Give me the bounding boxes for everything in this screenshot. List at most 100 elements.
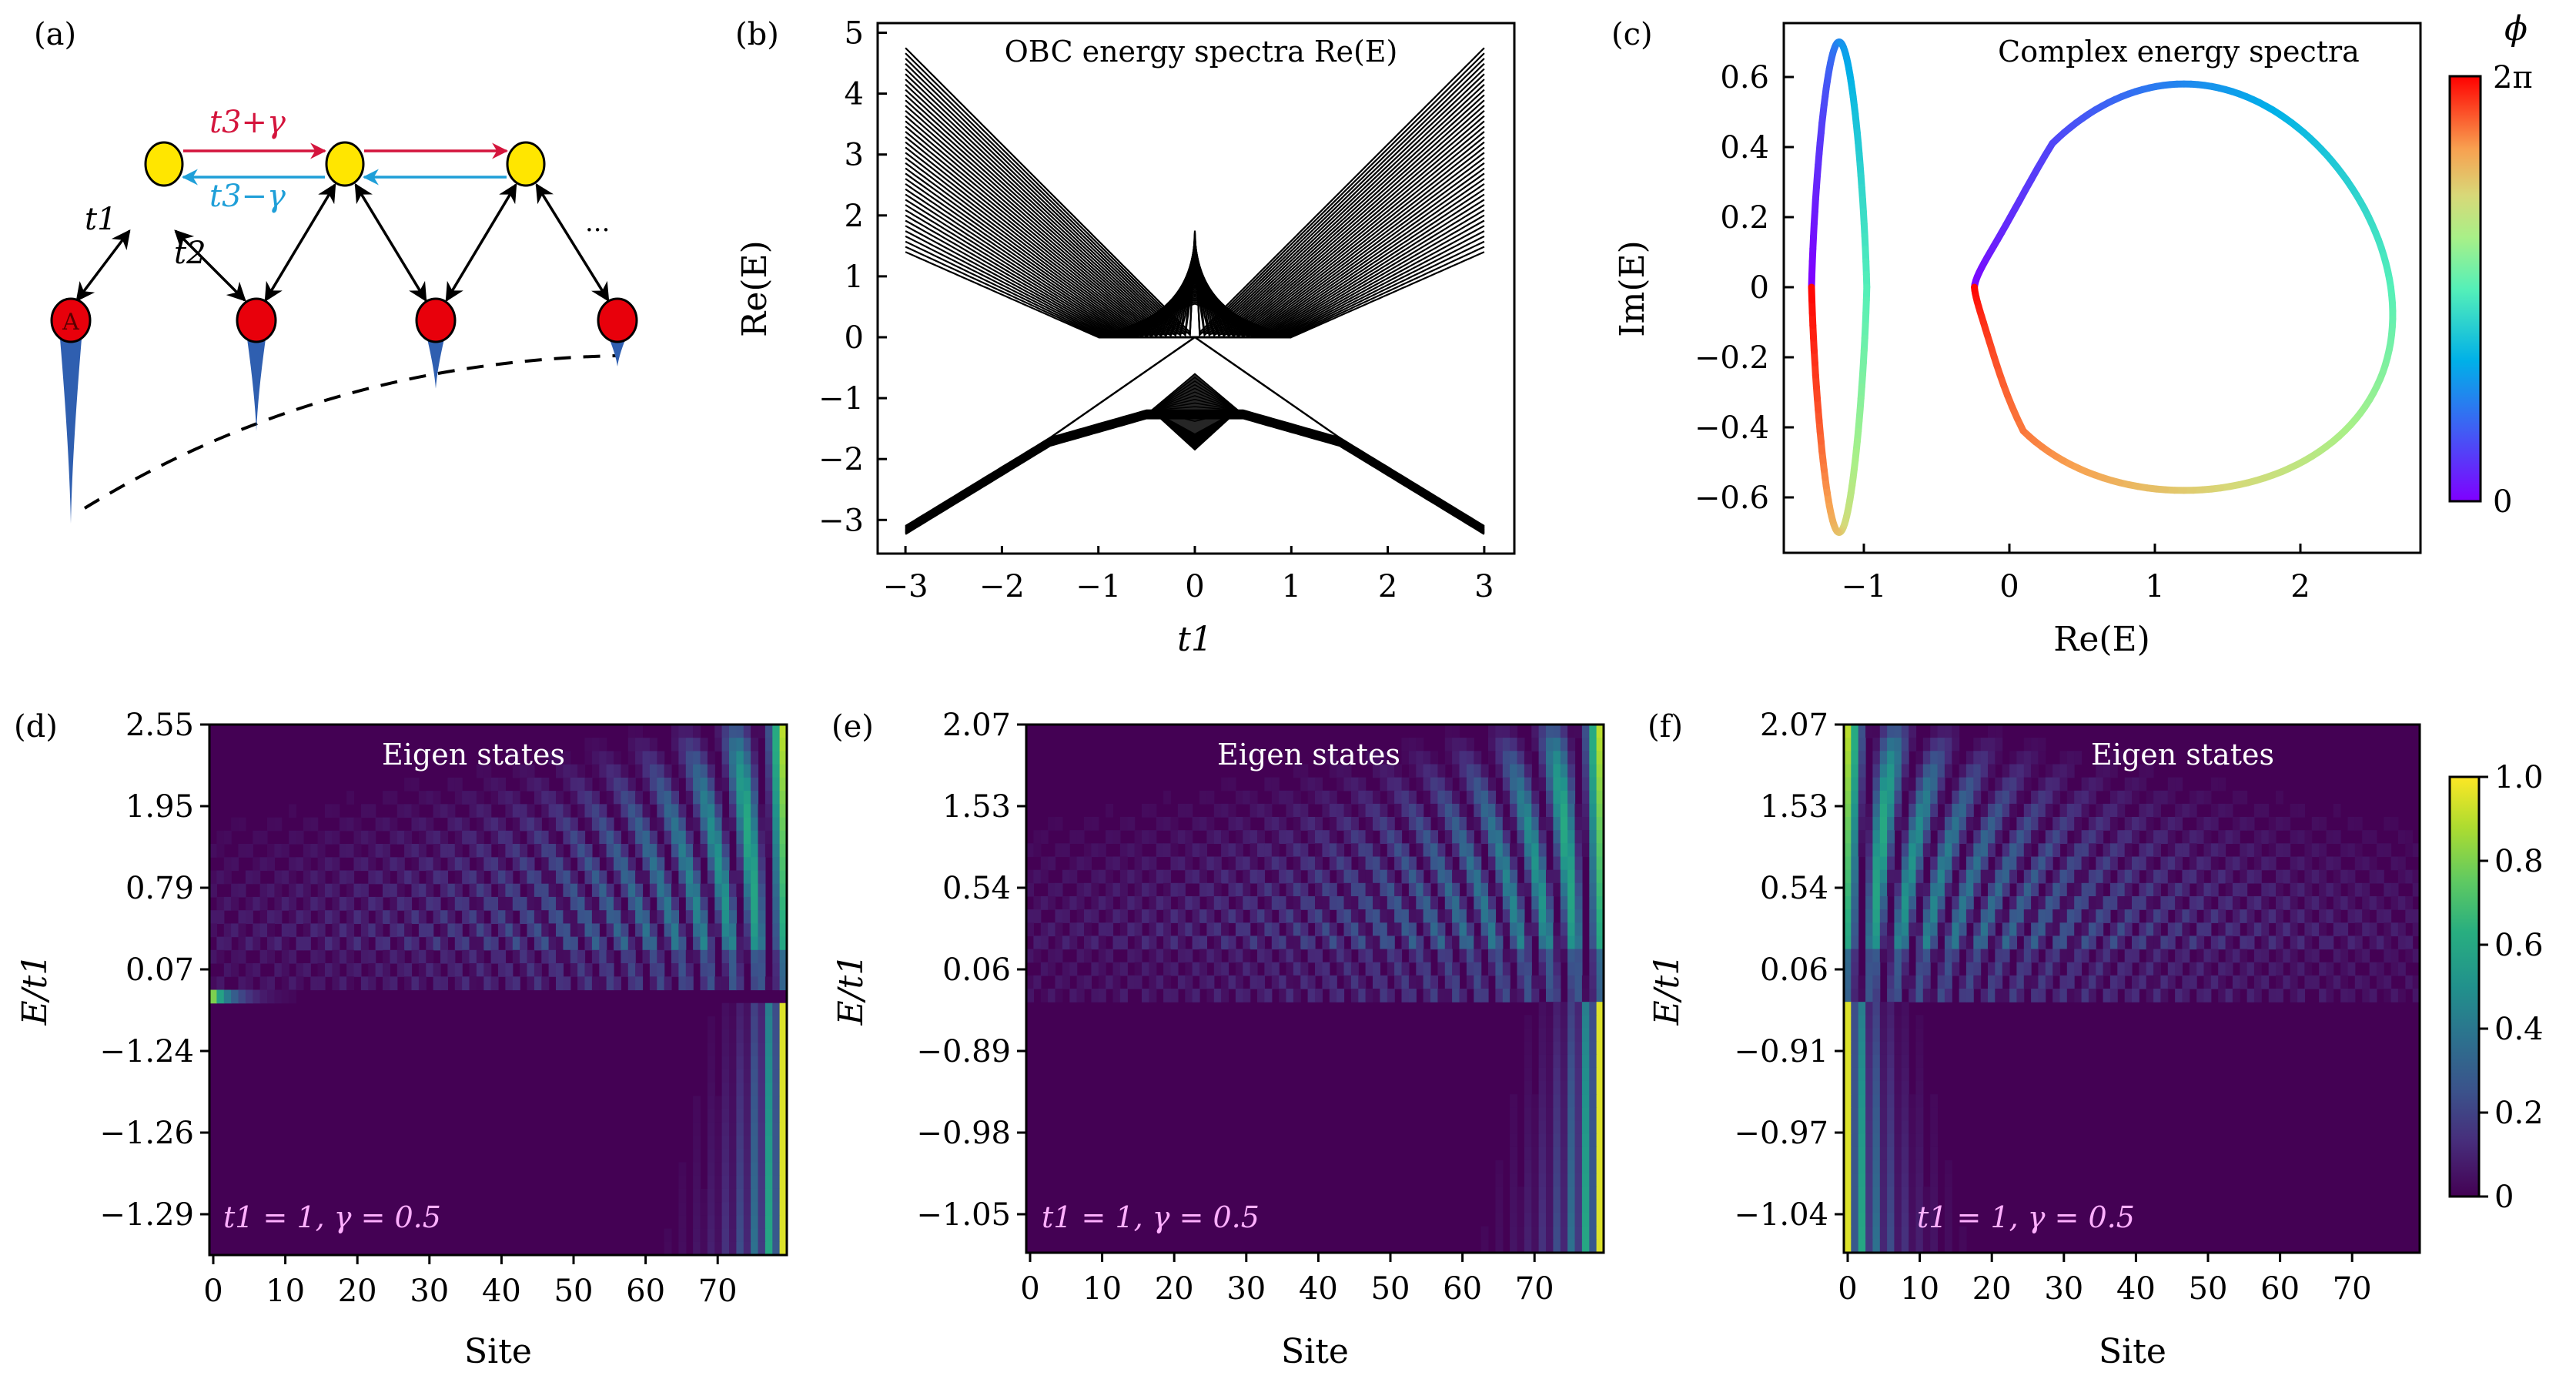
heatmap-cell xyxy=(649,777,657,792)
heatmap-cell xyxy=(1350,962,1359,976)
heatmap-cell xyxy=(678,1175,687,1190)
heatmap-cell xyxy=(758,1029,766,1043)
heatmap-cell xyxy=(383,791,390,805)
heatmap-cell xyxy=(1894,989,1902,1002)
heatmap-cell xyxy=(2218,843,2226,858)
heatmap-cell xyxy=(584,963,593,977)
heatmap-cell xyxy=(1170,830,1179,844)
heatmap-cell xyxy=(1872,725,1881,738)
heatmap-cell xyxy=(462,870,470,885)
heatmap-cell xyxy=(483,936,492,951)
heatmap-cell xyxy=(1322,936,1330,950)
heatmap-cell xyxy=(1872,909,1881,923)
heatmap-cell xyxy=(1596,975,1604,989)
heatmap-cell xyxy=(498,777,506,792)
heatmap-cell xyxy=(231,857,239,872)
heatmap-cell xyxy=(2074,803,2083,818)
heatmap-cell xyxy=(1531,1187,1540,1201)
upper-band-line xyxy=(905,219,1485,338)
heatmap-cell xyxy=(1474,962,1482,976)
heatmap-cell xyxy=(1199,882,1207,897)
heatmap-cell xyxy=(1177,949,1186,963)
heatmap-cell xyxy=(1488,882,1496,897)
heatmap-cell xyxy=(1531,843,1540,858)
heatmap-cell xyxy=(1959,896,1967,910)
heatmap-cell xyxy=(779,949,788,964)
heatmap-cell xyxy=(1560,1054,1568,1069)
heatmap-cell xyxy=(520,844,528,858)
heatmap-cell xyxy=(245,910,253,924)
heatmap-cell xyxy=(1177,803,1186,818)
heatmap-cell xyxy=(498,963,506,977)
heatmap-cell xyxy=(2117,830,2126,844)
heatmap-cell xyxy=(1901,975,1909,989)
heatmap-cell xyxy=(1480,869,1489,884)
heatmap-cell xyxy=(1922,975,1931,989)
heatmap-cell xyxy=(1567,869,1576,884)
heatmap-cell xyxy=(621,817,629,832)
heatmap-cell xyxy=(1894,896,1902,910)
heatmap-cell xyxy=(1149,882,1157,897)
heatmap-cell xyxy=(1879,803,1888,818)
heatmap-cell xyxy=(231,817,239,832)
heatmap-cell xyxy=(505,791,514,805)
heatmap-cell xyxy=(426,936,434,951)
heatmap-cell xyxy=(1401,936,1410,950)
heatmap-cell xyxy=(1394,764,1403,778)
heatmap-cell xyxy=(2304,975,2313,989)
upper-band-line xyxy=(905,146,1485,338)
heatmap-cell xyxy=(462,791,470,805)
heatmap-cell xyxy=(2297,803,2305,818)
heatmap-cell xyxy=(693,764,701,778)
heatmap-cell xyxy=(2253,830,2262,844)
heatmap-cell xyxy=(1365,949,1373,963)
heatmap-cell xyxy=(1423,896,1431,910)
heatmap-cell xyxy=(758,1069,766,1083)
heatmap-cell xyxy=(2297,856,2305,871)
heatmap-cell xyxy=(764,1136,773,1150)
heatmap-cell xyxy=(1894,777,1902,792)
heatmap-cell xyxy=(1894,1028,1902,1043)
heatmap-cell xyxy=(1474,936,1482,950)
heatmap-cell xyxy=(512,830,520,845)
heatmap-cell xyxy=(2390,896,2399,910)
heatmap-cell xyxy=(1872,1028,1881,1043)
heatmap-cell xyxy=(1851,856,1859,871)
panel-label-b: (b) xyxy=(735,17,779,52)
heatmap-cell xyxy=(772,1043,781,1057)
edge-state-line xyxy=(1049,336,1340,439)
heatmap-cell xyxy=(2016,764,2025,778)
heatmap-cell xyxy=(764,1188,773,1203)
upper-band-line xyxy=(905,246,1485,337)
heatmap-cell xyxy=(1149,803,1157,818)
heatmap-cell xyxy=(2384,882,2392,897)
heatmap-cell xyxy=(1844,1015,1852,1029)
heatmap-cell xyxy=(707,1175,715,1190)
heatmap-cell xyxy=(1134,843,1142,858)
heatmap-cell xyxy=(1988,962,1996,976)
heatmap-cell xyxy=(1872,896,1881,910)
heatmap-cell xyxy=(1995,725,2003,738)
heatmap-cell xyxy=(2081,803,2089,818)
y-tick-label: 2.07 xyxy=(942,708,1011,743)
heatmap-cell xyxy=(2045,830,2053,844)
x-tick-label: 50 xyxy=(554,1274,594,1309)
heatmap-cell xyxy=(1844,1146,1852,1161)
heatmap-cell xyxy=(2225,803,2233,818)
heatmap-cell xyxy=(1199,949,1207,963)
heatmap-cell xyxy=(534,963,542,977)
heatmap-cell xyxy=(1922,764,1931,778)
heatmap-cell xyxy=(729,738,737,751)
heatmap-cell xyxy=(2397,989,2406,1002)
heatmap-cell xyxy=(1243,869,1251,884)
heatmap-cell xyxy=(1221,896,1229,910)
heatmap-cell xyxy=(383,949,390,964)
heatmap-cell xyxy=(1524,817,1532,831)
heatmap-cell xyxy=(729,1228,737,1243)
heatmap-cell xyxy=(1221,909,1229,923)
heatmap-cell xyxy=(1062,843,1070,858)
heatmap-cell xyxy=(1106,949,1114,963)
upper-band-line xyxy=(905,172,1485,337)
heatmap-cell xyxy=(1264,989,1273,1002)
heatmap-cell xyxy=(1596,817,1604,831)
